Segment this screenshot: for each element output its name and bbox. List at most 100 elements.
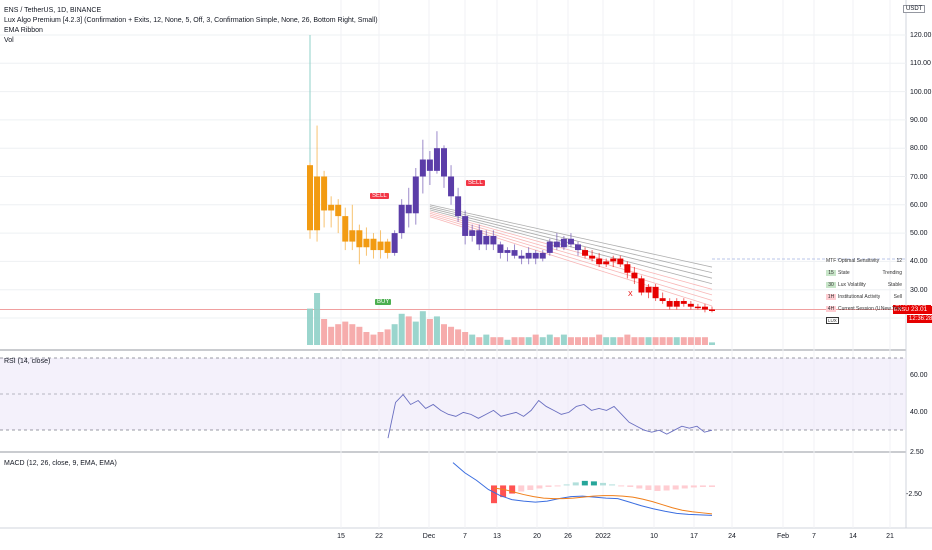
candle-body — [666, 301, 673, 307]
candle-body — [617, 258, 624, 265]
currency-button[interactable]: USDT — [903, 5, 926, 13]
current-price-value: 23.01 — [909, 306, 930, 314]
sell-signal-badge: SELL — [466, 180, 485, 186]
volume-bar — [363, 332, 370, 345]
macd-histogram-bar — [600, 482, 606, 486]
volume-bar — [405, 316, 412, 345]
candle-body — [624, 264, 631, 273]
macd-histogram-bar — [518, 485, 525, 492]
rsi-axis-tick: 40.00 — [910, 409, 928, 416]
candle-body — [384, 241, 391, 253]
volume-bar — [673, 337, 680, 345]
macd-histogram-bar — [672, 485, 679, 490]
candle-body — [419, 159, 426, 177]
volume-bar — [504, 339, 511, 345]
indicator-luxalgo-label[interactable]: Lux Algo Premium [4.2.3] (Confirmation +… — [4, 17, 378, 24]
volume-bar — [307, 308, 313, 345]
candle-body — [356, 230, 363, 248]
volume-bar — [539, 337, 546, 345]
candle-body — [342, 216, 349, 242]
candle-body — [532, 252, 539, 259]
candle-body — [603, 261, 610, 265]
volume-bar — [455, 329, 462, 345]
indicator-ema-ribbon-label[interactable]: EMA Ribbon — [4, 27, 43, 34]
macd-label[interactable]: MACD (12, 26, close, 9, EMA, EMA) — [4, 460, 117, 467]
macd-histogram-bar — [609, 484, 616, 486]
price-axis-tick: 50.00 — [910, 230, 928, 238]
macd-axis-tick: -2.50 — [906, 491, 922, 498]
macd-histogram-bar — [645, 485, 652, 490]
candle-body — [483, 235, 490, 245]
volume-bar — [349, 324, 356, 345]
price-axis-tick: 110.00 — [910, 60, 931, 68]
volume-bar — [441, 324, 447, 345]
ema-ribbon-line — [429, 211, 713, 290]
candle-body — [462, 216, 469, 236]
macd-histogram-bar — [536, 485, 543, 489]
candle-body — [426, 159, 433, 171]
volume-bar — [511, 337, 518, 345]
candle-body — [433, 148, 440, 171]
volume-bar — [589, 337, 596, 345]
candle-body — [687, 303, 694, 307]
candle-body — [659, 298, 666, 302]
price-axis-tick: 60.00 — [910, 201, 928, 209]
lux-dashboard: MTF Optimal Sensitivity 12 15 State Trending 3… — [826, 255, 902, 324]
candle-body — [701, 306, 708, 310]
volume-bar — [377, 332, 384, 345]
dashboard-value: Trending — [882, 270, 902, 276]
price-axis-tick: 80.00 — [910, 145, 928, 153]
candle-body — [469, 230, 476, 236]
rsi-label[interactable]: RSI (14, close) — [4, 358, 51, 365]
price-grid — [0, 0, 932, 529]
symbol-title[interactable]: ENS / TetherUS, 1D, BINANCE — [4, 7, 102, 14]
candle-body — [560, 238, 567, 248]
macd-histogram-bar — [627, 485, 634, 487]
price-tag-symbol: ENSUSDT — [894, 307, 921, 313]
volume-bar — [694, 337, 701, 345]
time-axis-tick: 7 — [463, 533, 467, 540]
sell-signal-badge: SELL — [370, 193, 389, 199]
time-axis-tick: 7 — [812, 533, 816, 540]
time-axis-tick: Feb — [776, 533, 790, 540]
candle-body — [476, 230, 483, 245]
candle-body — [589, 255, 596, 259]
volume-bar — [370, 334, 377, 345]
candle-body — [539, 252, 546, 259]
volume-bar — [638, 337, 645, 345]
candle-body — [504, 250, 511, 253]
macd-signal-line — [493, 487, 713, 515]
indicator-vol-label[interactable]: Vol — [4, 37, 14, 44]
candle-body — [553, 241, 560, 248]
candle-body — [525, 252, 532, 259]
candle-body — [638, 278, 645, 293]
dashboard-value: 12 — [896, 258, 902, 264]
volume-bar — [680, 337, 687, 345]
price-axis-tick: 40.00 — [910, 258, 928, 266]
candle-body — [490, 235, 497, 245]
candle-body — [497, 244, 504, 253]
volume-bar — [532, 334, 539, 345]
volume-bar — [490, 337, 497, 345]
macd-histogram-bar — [654, 485, 661, 492]
candle-body — [448, 176, 455, 197]
dashboard-metric: Lux Volatility — [838, 282, 866, 288]
macd-histogram-bar — [527, 485, 534, 490]
volume-bar — [398, 313, 405, 345]
volume-bar — [483, 334, 490, 345]
macd-histogram-bar — [500, 485, 507, 498]
volume-bar — [476, 337, 483, 345]
volume-bar — [701, 337, 708, 345]
macd-histogram-bar — [618, 485, 625, 487]
bar-countdown: 12:36:28 — [907, 315, 932, 323]
time-axis-tick: 10 — [650, 533, 658, 540]
macd-histogram-bar — [590, 481, 597, 486]
dashboard-value: Sell — [893, 294, 902, 300]
volume-bar — [328, 326, 335, 345]
candle-body — [349, 230, 356, 242]
volume-bar — [335, 324, 342, 345]
macd-line — [452, 462, 713, 516]
volume-bar — [469, 334, 476, 345]
